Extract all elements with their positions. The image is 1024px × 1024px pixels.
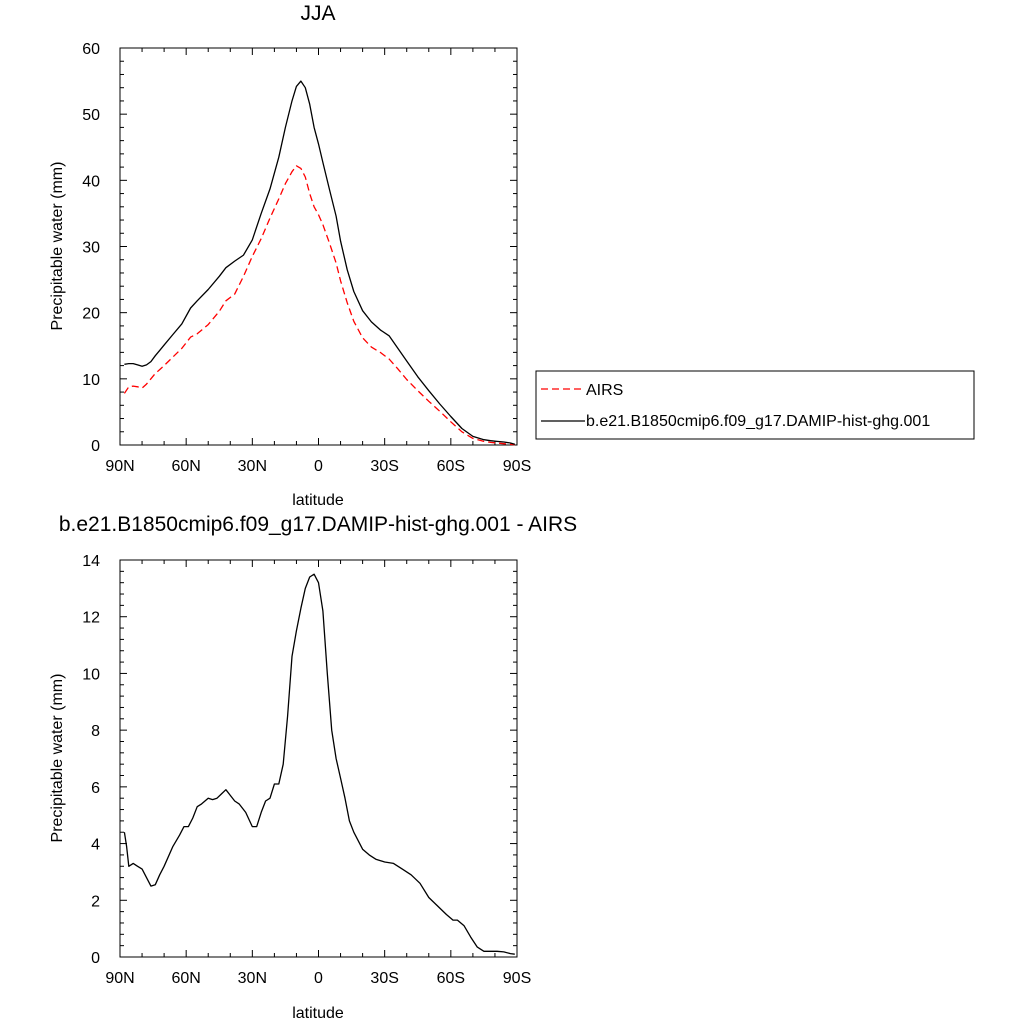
x-tick-label: 90N [105,970,134,987]
x-tick-label: 30N [238,458,267,475]
x-tick-label: 0 [314,458,323,475]
x-tick-label: 0 [314,970,323,987]
y-tick-label: 0 [91,438,100,455]
x-tick-label: 90S [503,458,531,475]
plot-frame [119,47,518,446]
plot-frame [119,559,518,958]
chart-title: b.e21.B1850cmip6.f09_g17.DAMIP-hist-ghg.… [59,513,577,536]
y-tick-label: 60 [82,41,100,58]
x-tick-label: 90N [105,458,134,475]
y-tick-label: 6 [91,780,100,797]
x-tick-label: 60S [437,970,465,987]
panel-difference: b.e21.B1850cmip6.f09_g17.DAMIP-hist-ghg.… [49,513,577,1022]
axis-ticks: 90N 60N 30N 0 30S 60S 90S 0 10 20 30 40 50 60 [82,41,531,475]
y-tick-label: 10 [82,372,100,389]
legend-label-airs: AIRS [586,382,623,399]
y-tick-label: 8 [91,723,100,740]
y-axis-label: Precipitable water (mm) [49,674,66,843]
series-line-0 [123,573,515,955]
legend: AIRS b.e21.B1850cmip6.f09_g17.DAMIP-hist… [535,370,975,440]
y-axis-label: Precipitable water (mm) [49,162,66,331]
y-tick-label: 12 [82,610,100,627]
x-tick-label: 30S [370,970,398,987]
x-tick-label: 60N [171,970,200,987]
x-tick-label: 30N [238,970,267,987]
axis-ticks: 90N 60N 30N 0 30S 60S 90S 0 2 4 6 8 10 12 14 [82,553,531,987]
x-axis-label: latitude [292,492,344,509]
y-tick-label: 10 [82,666,100,683]
legend-box [535,370,975,440]
legend-label-model: b.e21.B1850cmip6.f09_g17.DAMIP-hist-ghg.… [586,413,930,430]
series-group [123,573,515,955]
chart-title: JJA [300,2,335,25]
y-tick-label: 0 [91,950,100,967]
series-line-0 [123,165,515,446]
x-tick-label: 30S [370,458,398,475]
y-tick-label: 14 [82,553,100,570]
y-tick-label: 20 [82,306,100,323]
x-tick-label: 90S [503,970,531,987]
series-group [123,80,515,446]
y-tick-label: 50 [82,107,100,124]
x-tick-label: 60N [171,458,200,475]
x-axis-label: latitude [292,1005,344,1022]
y-tick-label: 40 [82,173,100,190]
y-tick-label: 30 [82,240,100,257]
panel-jja: JJA 90N 60N 30N 0 30S 60S 90S 0 10 20 30 40 50 60 lat… [49,2,531,509]
y-tick-label: 4 [91,837,100,854]
series-line-1 [124,80,515,445]
x-tick-label: 60S [437,458,465,475]
y-tick-label: 2 [91,893,100,910]
